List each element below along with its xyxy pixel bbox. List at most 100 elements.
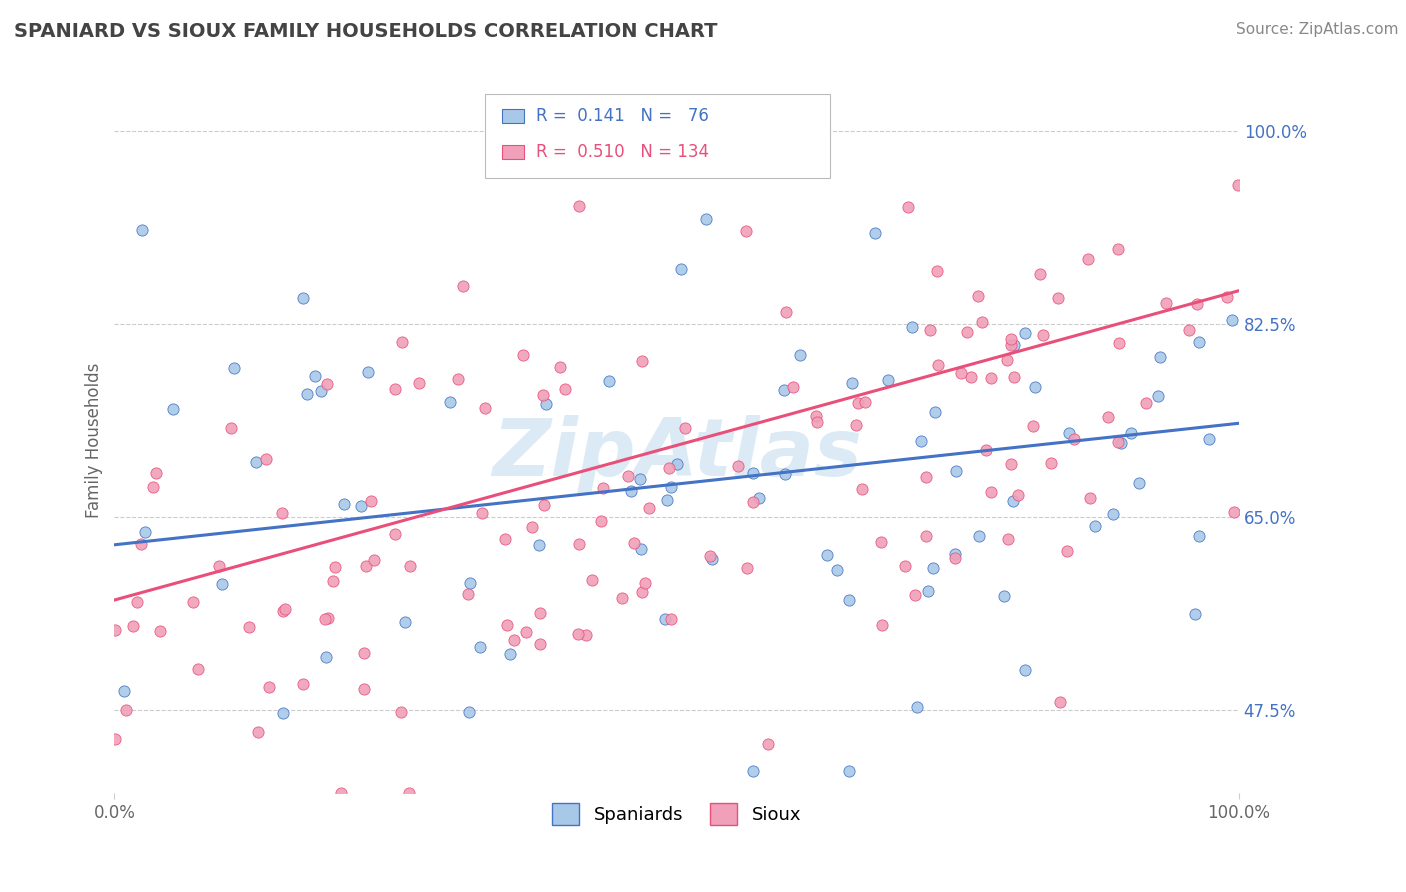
- Point: [568, 199, 591, 213]
- Point: [329, 786, 352, 800]
- Point: [238, 620, 260, 634]
- Point: [115, 703, 138, 717]
- Point: [304, 369, 326, 384]
- Point: [357, 365, 380, 379]
- Point: [453, 278, 475, 293]
- Point: [103, 731, 125, 746]
- Point: [125, 595, 148, 609]
- Y-axis label: Family Households: Family Households: [86, 362, 103, 517]
- Point: [581, 573, 603, 587]
- Point: [825, 563, 848, 577]
- Point: [515, 625, 537, 640]
- Point: [1128, 475, 1150, 490]
- Point: [598, 374, 620, 388]
- Point: [610, 591, 633, 605]
- Point: [654, 612, 676, 626]
- Point: [354, 558, 377, 573]
- Point: [520, 520, 543, 534]
- Point: [494, 532, 516, 546]
- Point: [914, 529, 936, 543]
- Point: [904, 588, 927, 602]
- Point: [841, 376, 863, 391]
- Point: [995, 353, 1018, 368]
- Point: [274, 602, 297, 616]
- Point: [458, 575, 481, 590]
- Point: [1007, 488, 1029, 502]
- Point: [742, 495, 765, 509]
- Point: [1185, 297, 1208, 311]
- Point: [1024, 380, 1046, 394]
- Point: [922, 560, 945, 574]
- Point: [322, 574, 344, 588]
- Point: [634, 576, 657, 591]
- Point: [187, 662, 209, 676]
- Point: [129, 537, 152, 551]
- Point: [699, 549, 721, 564]
- Point: [870, 618, 893, 632]
- Point: [533, 498, 555, 512]
- Point: [918, 323, 941, 337]
- Point: [851, 482, 873, 496]
- Point: [617, 468, 640, 483]
- Point: [748, 491, 770, 505]
- Point: [316, 611, 339, 625]
- Point: [1032, 328, 1054, 343]
- Point: [1000, 337, 1022, 351]
- Point: [775, 305, 797, 319]
- Point: [630, 542, 652, 557]
- Point: [222, 361, 245, 376]
- Point: [1220, 312, 1243, 326]
- Point: [838, 592, 860, 607]
- Point: [782, 380, 804, 394]
- Point: [806, 415, 828, 429]
- Point: [1077, 252, 1099, 266]
- Point: [943, 547, 966, 561]
- Point: [254, 452, 277, 467]
- Point: [1184, 607, 1206, 622]
- Point: [534, 397, 557, 411]
- Point: [408, 376, 430, 391]
- Point: [271, 604, 294, 618]
- Point: [1109, 436, 1132, 450]
- Point: [876, 373, 898, 387]
- Point: [1107, 435, 1129, 450]
- Point: [1039, 456, 1062, 470]
- Point: [131, 223, 153, 237]
- Point: [499, 647, 522, 661]
- Point: [815, 548, 838, 562]
- Point: [661, 479, 683, 493]
- Point: [349, 500, 371, 514]
- Point: [853, 394, 876, 409]
- Point: [149, 624, 172, 639]
- Point: [353, 646, 375, 660]
- Point: [316, 377, 339, 392]
- Point: [1188, 529, 1211, 543]
- Point: [208, 558, 231, 573]
- Point: [741, 466, 763, 480]
- Point: [1178, 323, 1201, 337]
- Point: [295, 386, 318, 401]
- Point: [789, 348, 811, 362]
- Point: [924, 405, 946, 419]
- Point: [673, 421, 696, 435]
- Point: [773, 467, 796, 481]
- Point: [1078, 491, 1101, 505]
- Point: [870, 534, 893, 549]
- Point: [271, 706, 294, 720]
- Point: [1188, 335, 1211, 350]
- Point: [742, 764, 765, 779]
- Point: [1014, 663, 1036, 677]
- Point: [548, 359, 571, 374]
- Point: [353, 682, 375, 697]
- Point: [727, 459, 749, 474]
- Point: [112, 683, 135, 698]
- Point: [394, 615, 416, 629]
- Point: [398, 786, 420, 800]
- Point: [1097, 409, 1119, 424]
- Point: [631, 585, 654, 599]
- Point: [1002, 369, 1025, 384]
- Point: [1215, 290, 1237, 304]
- Point: [735, 224, 758, 238]
- Point: [470, 640, 492, 655]
- Point: [950, 366, 973, 380]
